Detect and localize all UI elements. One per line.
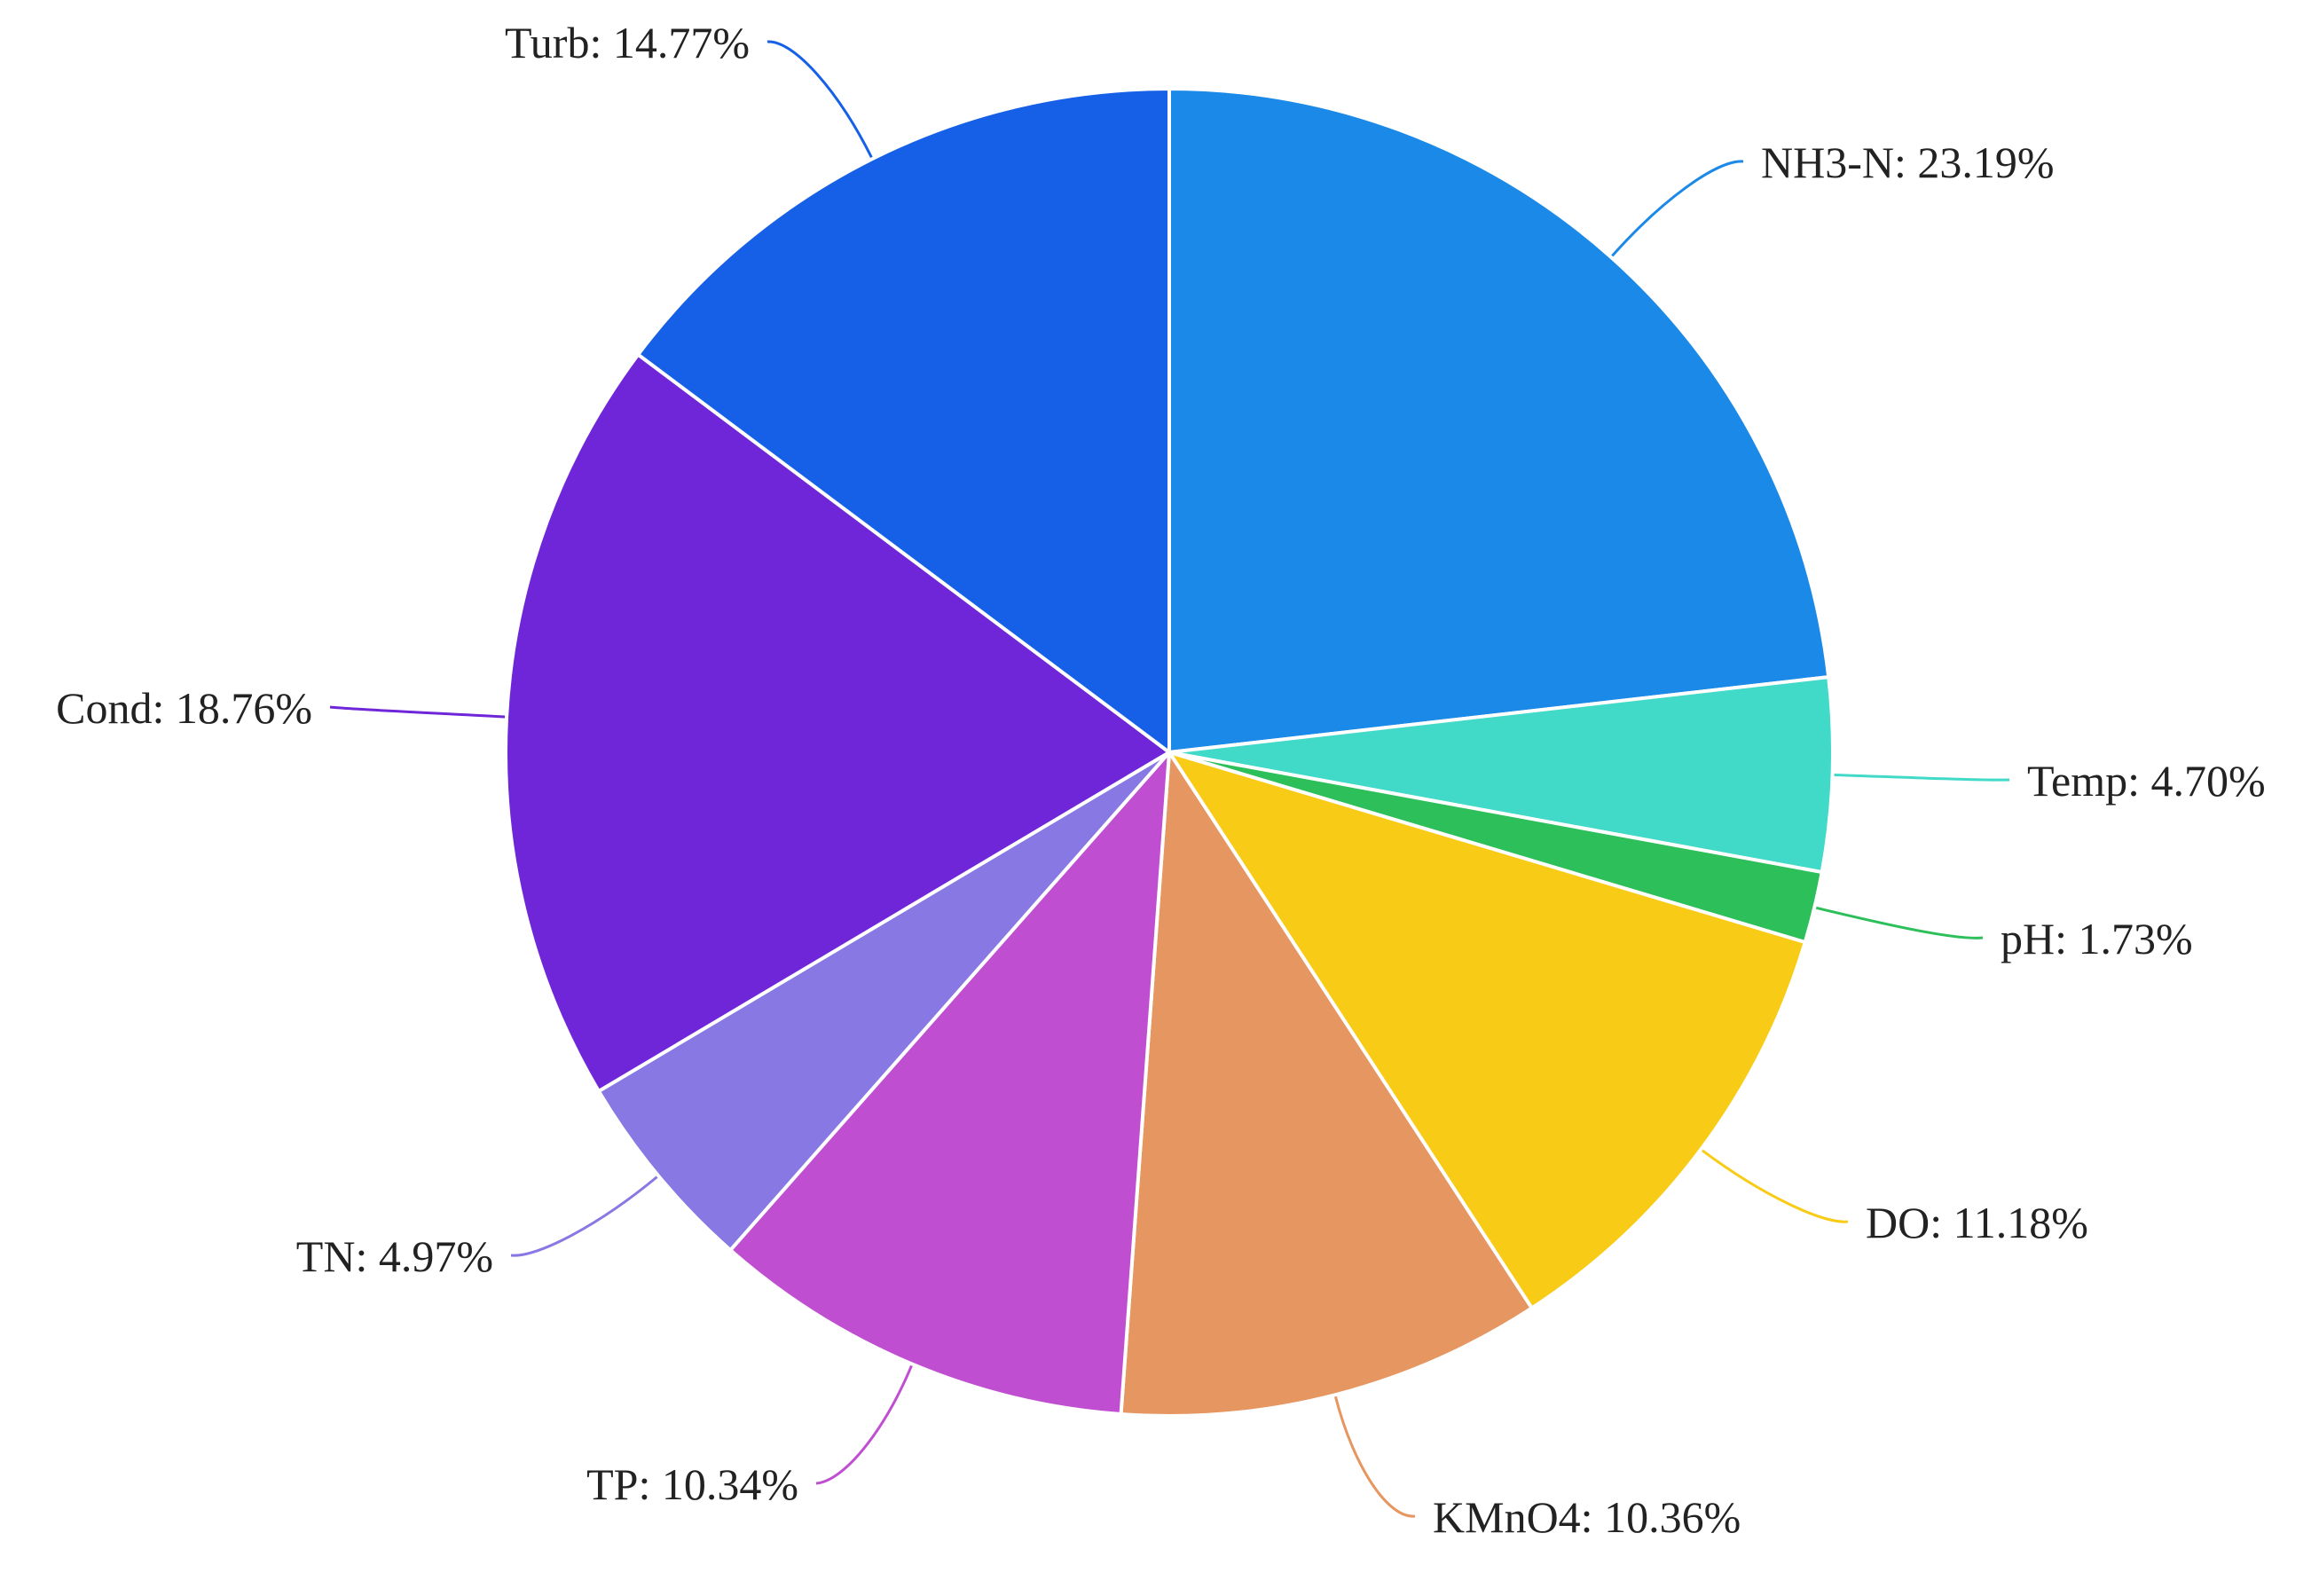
leader-line-cond <box>329 705 506 719</box>
slice-label-cond: Cond: 18.76% <box>56 683 312 733</box>
labels-layer: NH3-N: 23.19% Temp: 4.70% pH: 1.73% DO: 11.… <box>56 18 2266 1542</box>
slice-label-tn: TN: 4.97% <box>296 1231 493 1281</box>
leader-lines-layer <box>329 40 2010 1518</box>
pie-slice-temp <box>1167 675 1835 875</box>
slice-label-kmno4: KMnO4: 10.36% <box>1433 1492 1741 1542</box>
leader-line-kmno4 <box>1333 1396 1416 1518</box>
slice-label-nh3-n: NH3-N: 23.19% <box>1761 138 2055 187</box>
leader-line-turb <box>766 40 873 158</box>
leader-line-tn <box>510 1175 658 1257</box>
leader-line-do <box>1701 1149 1849 1223</box>
pie-slice-kmno4 <box>1119 751 1534 1418</box>
leader-line-ph <box>1815 906 1984 940</box>
slice-label-turb: Turb: 14.77% <box>505 18 750 67</box>
slices-layer <box>504 87 1835 1418</box>
pie-slice-turb <box>636 87 1171 754</box>
pie-slice-tn <box>596 751 1171 1253</box>
leader-line-tp <box>815 1364 913 1485</box>
pie-slice-tp <box>728 751 1171 1417</box>
pie-slice-cond <box>504 352 1171 1093</box>
slice-label-tp: TP: 10.34% <box>586 1459 798 1509</box>
leader-line-temp <box>1834 773 2010 782</box>
pie-slice-do <box>1167 751 1807 1310</box>
leader-line-nh3-n <box>1611 160 1744 257</box>
pie-slice-nh3-n <box>1167 87 1831 754</box>
slice-label-temp: Temp: 4.70% <box>2027 756 2266 806</box>
slice-label-do: DO: 11.18% <box>1866 1198 2088 1247</box>
slice-label-ph: pH: 1.73% <box>2001 914 2193 963</box>
